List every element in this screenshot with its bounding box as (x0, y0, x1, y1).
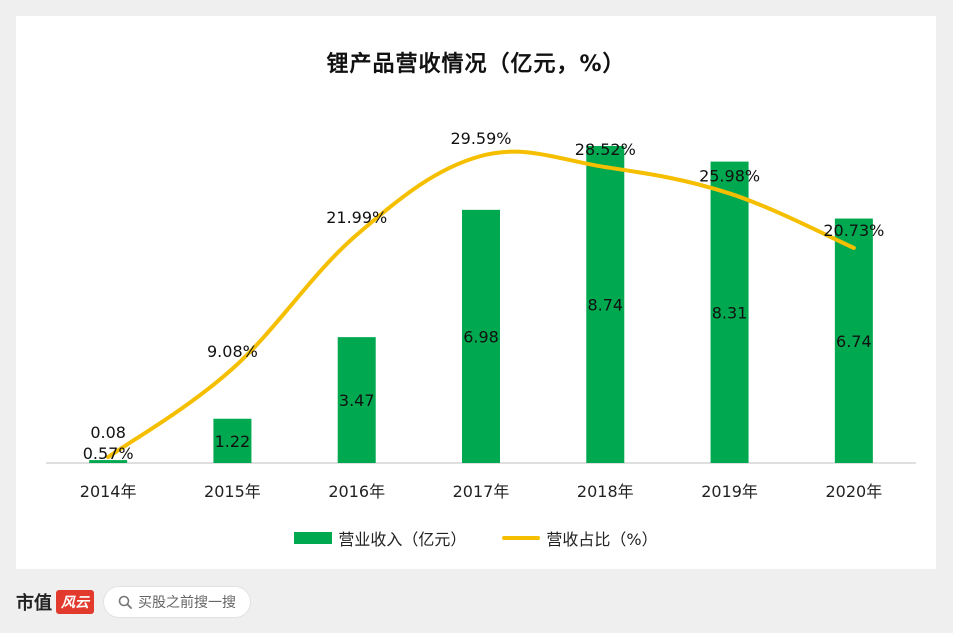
search-icon (118, 595, 132, 609)
brand-text: 市值 (16, 593, 52, 614)
bar-value-label-0: 0.08 (90, 423, 126, 442)
brand-logo[interactable]: 市值 风云 (16, 589, 94, 615)
x-tick-label-4: 2018年 (577, 482, 634, 501)
legend-item-revenue[interactable]: 营业收入（亿元） (294, 526, 466, 550)
bar-value-label-2: 3.47 (339, 391, 375, 410)
chart-card: 锂产品营收情况（亿元，%） 2014年 2015年 2016年 2017年 2018年 2… (16, 16, 936, 569)
series-line-share (106, 149, 856, 460)
search-placeholder: 买股之前搜一搜 (138, 595, 236, 611)
bar-value-label-4: 8.74 (587, 296, 623, 315)
chart-plot: 2014年 2015年 2016年 2017年 2018年 2019年 2020年 0.08 1… (46, 129, 916, 501)
legend-swatch-bar (294, 532, 333, 544)
bar-value-label-5: 8.31 (712, 303, 748, 322)
footer: 市值 风云 买股之前搜一搜 (16, 582, 250, 622)
x-tick-label-2: 2016年 (328, 482, 385, 501)
legend-label-share: 营收占比（%） (546, 530, 658, 549)
bar-6 (834, 218, 873, 463)
line-value-label-1: 9.08% (207, 342, 258, 361)
legend-label-revenue: 营业收入（亿元） (338, 530, 467, 549)
x-tick-label-6: 2020年 (825, 482, 882, 501)
x-tick-label-5: 2019年 (701, 482, 758, 501)
bar-4 (586, 146, 625, 463)
chart-title: 锂产品营收情况（亿元，%） (326, 52, 626, 77)
bar-1 (213, 418, 252, 463)
brand-mark: 风云 (56, 590, 94, 614)
search-box[interactable]: 买股之前搜一搜 (104, 587, 250, 617)
legend-swatch-line (502, 536, 541, 540)
line-value-label-6: 20.73% (823, 221, 884, 240)
bar-0 (89, 460, 128, 463)
bar-value-label-1: 1.22 (215, 432, 251, 451)
line-value-label-4: 28.52% (575, 140, 636, 159)
line-value-label-3: 29.59% (450, 129, 511, 148)
bar-3 (462, 209, 500, 463)
line-value-label-5: 25.98% (699, 166, 760, 185)
x-tick-label-3: 2017年 (453, 482, 510, 501)
bar-2 (337, 337, 376, 463)
x-tick-label-1: 2015年 (204, 482, 261, 501)
bar-value-label-3: 6.98 (463, 327, 499, 346)
line-value-label-2: 21.99% (326, 208, 387, 227)
chart-legend: 营业收入（亿元） 营收占比（%） (16, 526, 936, 550)
x-tick-label-0: 2014年 (80, 482, 137, 501)
legend-item-share[interactable]: 营收占比（%） (502, 526, 658, 550)
bar-value-label-6: 6.74 (836, 332, 872, 351)
bar-5 (710, 161, 749, 463)
line-value-label-0: 0.57% (83, 444, 134, 463)
